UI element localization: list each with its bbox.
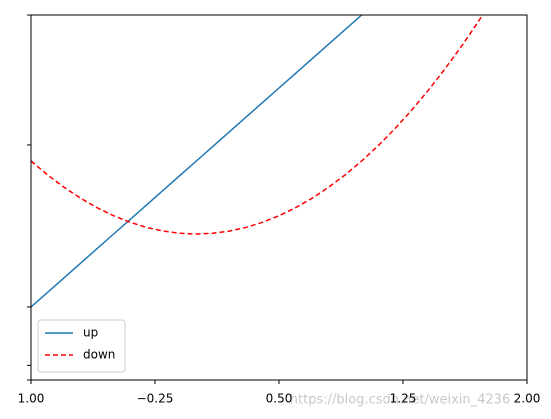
- series-line: [31, 15, 484, 235]
- x-tick-label: 2.00: [514, 392, 541, 406]
- legend-box: [37, 319, 126, 373]
- legend-label: up: [83, 326, 98, 340]
- x-tick-label: −0.25: [137, 392, 174, 406]
- plot-area: [31, 15, 484, 308]
- x-tick-label: 0.50: [266, 392, 293, 406]
- x-tick-label: 1.00: [18, 392, 45, 406]
- legend-label: down: [83, 348, 115, 362]
- series-line: [31, 15, 363, 308]
- x-tick-label: 1.25: [390, 392, 417, 406]
- watermark: https://blog.csdn.net/weixin_4236: [290, 393, 510, 408]
